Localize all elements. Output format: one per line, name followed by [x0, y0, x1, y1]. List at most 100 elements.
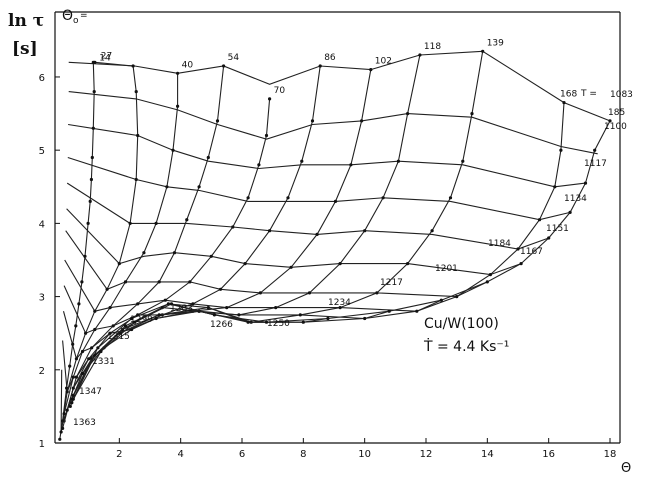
data-point: [65, 386, 69, 390]
data-point: [83, 254, 87, 258]
coverage-label: 139: [487, 38, 504, 48]
data-point: [315, 232, 319, 236]
temperature-prefix: T =: [580, 89, 597, 99]
data-point: [559, 148, 563, 152]
data-point: [133, 320, 137, 324]
data-point: [80, 280, 84, 284]
temperature-label: 1083: [610, 90, 633, 100]
data-point: [68, 404, 72, 408]
data-point: [96, 346, 100, 350]
y-tick-label: 5: [39, 146, 45, 157]
initial-coverage-symbol: Θ: [62, 8, 73, 24]
isotherm-curve: [68, 50, 611, 122]
data-point: [74, 324, 78, 328]
data-point: [258, 291, 262, 295]
data-point: [108, 306, 112, 310]
data-point: [215, 119, 220, 123]
x-tick-label: 8: [300, 449, 306, 460]
x-tick-label: 12: [420, 449, 433, 460]
data-point: [246, 320, 250, 324]
data-point: [134, 90, 138, 94]
coverage-label: 54: [228, 53, 240, 63]
data-point: [123, 280, 128, 284]
data-point: [92, 90, 96, 94]
data-point: [375, 291, 379, 295]
coverage-curve: [59, 62, 95, 440]
data-point: [59, 430, 63, 434]
data-point: [65, 408, 69, 412]
coverage-curve: [63, 73, 179, 414]
isotherm-curve: [68, 91, 598, 155]
temperature-label: 1217: [380, 278, 403, 288]
data-point: [387, 309, 391, 313]
temperature-label: 1363: [73, 418, 96, 428]
data-point: [488, 273, 492, 277]
data-point: [99, 349, 103, 354]
initial-coverage-subscript: o: [73, 16, 79, 26]
data-point: [117, 262, 121, 266]
temperature-label: 1250: [267, 319, 290, 329]
x-tick-label: 2: [116, 449, 122, 460]
data-point: [165, 185, 169, 189]
data-point: [71, 393, 75, 397]
coverage-curve: [71, 102, 565, 403]
data-point: [369, 68, 373, 72]
data-point: [222, 64, 226, 68]
temperature-label: 1100: [604, 122, 627, 132]
data-point: [71, 386, 75, 390]
data-point: [171, 148, 175, 152]
data-point: [338, 306, 342, 310]
data-point: [90, 155, 94, 160]
y-tick-label: 3: [39, 293, 45, 304]
data-point: [333, 199, 338, 203]
coverage-label: 70: [274, 86, 286, 96]
data-point: [136, 133, 140, 138]
data-point: [568, 210, 572, 214]
data-point: [62, 412, 66, 416]
coverage-label: 102: [375, 57, 392, 67]
data-point: [470, 112, 474, 116]
x-tick-label: 10: [358, 449, 371, 460]
data-point: [84, 331, 88, 335]
x-tick-label: 18: [604, 449, 617, 460]
data-point: [237, 313, 241, 317]
data-point: [225, 306, 229, 310]
y-tick-label: 6: [39, 73, 45, 84]
data-point: [163, 298, 167, 302]
data-point: [185, 218, 189, 222]
data-point: [108, 331, 112, 335]
coverage-label: 168: [560, 90, 577, 100]
data-point: [338, 262, 342, 266]
temperature-label: 1299: [130, 315, 153, 325]
temperature-label: 1201: [435, 264, 458, 274]
data-point: [553, 185, 557, 189]
data-point: [68, 364, 72, 368]
data-point: [80, 349, 85, 354]
data-point: [318, 64, 322, 68]
data-point: [172, 251, 177, 255]
data-point: [537, 218, 542, 222]
coverage-label: 40: [182, 60, 194, 70]
y-axis-label: ln τ: [8, 11, 44, 31]
data-point: [608, 119, 612, 123]
data-point: [80, 371, 85, 376]
initial-coverage-equals: =: [80, 11, 88, 21]
data-point: [264, 320, 269, 324]
data-point: [176, 71, 180, 75]
data-point: [481, 49, 485, 53]
data-point: [87, 357, 91, 361]
data-point: [105, 287, 109, 291]
data-point: [415, 309, 419, 313]
data-point: [289, 265, 293, 269]
data-point: [246, 196, 250, 200]
isotherm-curve: [67, 156, 571, 221]
y-tick-label: 2: [39, 366, 45, 377]
data-point: [191, 302, 195, 306]
coverage-label: 27: [101, 51, 112, 61]
data-point: [93, 309, 97, 313]
temperature-label: 1151: [546, 224, 569, 234]
data-point: [268, 97, 272, 101]
